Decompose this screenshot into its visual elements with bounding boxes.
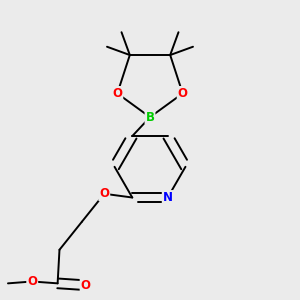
Text: O: O: [27, 275, 37, 288]
Text: N: N: [163, 191, 173, 204]
Text: B: B: [146, 111, 154, 124]
Text: O: O: [112, 87, 122, 100]
Text: O: O: [81, 279, 91, 292]
Text: O: O: [178, 87, 188, 100]
Text: O: O: [99, 187, 109, 200]
